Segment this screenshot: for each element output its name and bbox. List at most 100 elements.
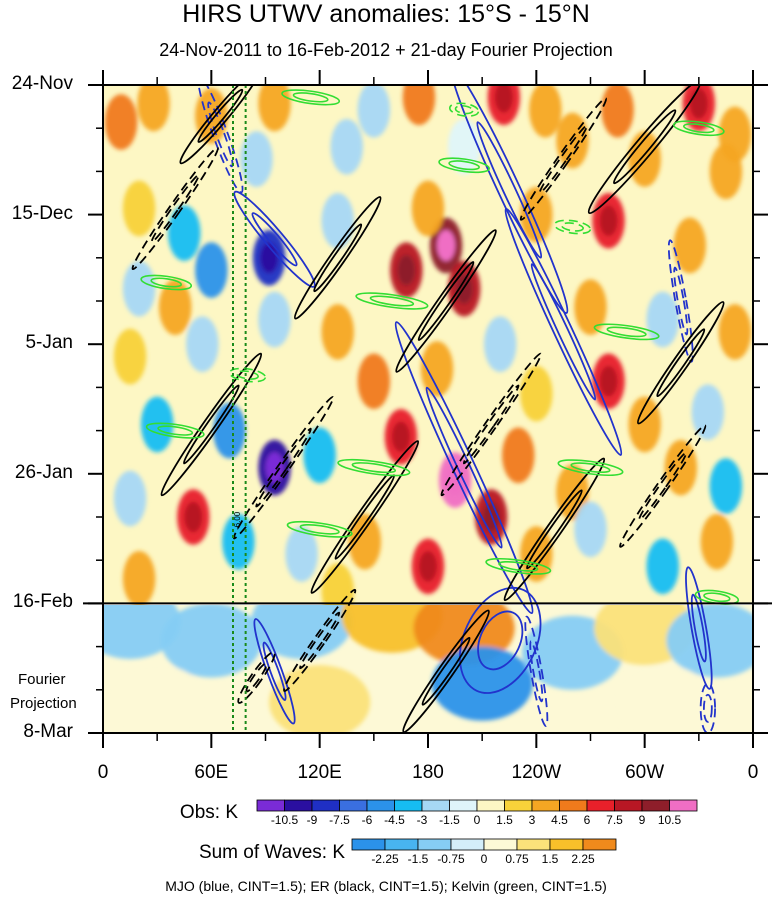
contour-value-tag: -6.00 xyxy=(233,511,242,530)
sum-colorbar-tick-label: -1.5 xyxy=(407,852,429,866)
er-contour xyxy=(402,609,490,733)
obs-colorbar-tick-label: -6 xyxy=(361,813,373,827)
obs-anomaly-patch xyxy=(258,85,291,132)
sum-colorbar-label: Sum of Waves: K xyxy=(198,842,345,863)
obs-colorbar-tick-label: -7.5 xyxy=(329,813,350,827)
kelvin-contour xyxy=(235,370,259,380)
obs-colorbar-tick-label: -1.5 xyxy=(439,813,460,827)
obs-colorbar-swatch xyxy=(449,799,478,812)
obs-anomaly-patch xyxy=(168,205,201,261)
obs-colorbar-tick-label: 9 xyxy=(638,813,646,827)
obs-colorbar-swatch xyxy=(669,799,698,812)
er-contour xyxy=(619,424,707,548)
obs-anomaly-patch xyxy=(113,328,147,385)
mjo-contour xyxy=(702,693,713,723)
er-contour xyxy=(421,636,471,706)
kelvin-contour xyxy=(145,422,205,439)
kelvin-contour xyxy=(299,523,340,535)
er-contour xyxy=(656,328,706,398)
sum-colorbar-tick-label: -0.75 xyxy=(437,852,465,866)
y-tick-label: 5-Jan xyxy=(25,332,73,354)
er-contour xyxy=(131,146,219,271)
obs-anomaly-patch xyxy=(483,316,517,372)
kelvin-contour xyxy=(683,123,715,134)
mjo-contour xyxy=(529,640,544,703)
projection-patch xyxy=(612,665,714,733)
obs-anomaly-patch xyxy=(285,526,318,582)
obs-anomaly-core xyxy=(265,452,284,483)
er-contour xyxy=(526,489,583,570)
obs-anomaly-patch xyxy=(700,513,734,570)
mjo-contour xyxy=(197,85,244,194)
kelvin-contour xyxy=(498,561,539,572)
obs-colorbar-swatch xyxy=(641,799,670,812)
obs-anomaly-patch xyxy=(709,143,743,200)
x-tick-label: 180 xyxy=(412,762,444,783)
sum-colorbar-tick-label: 1.5 xyxy=(541,852,559,866)
kelvin-contour xyxy=(448,102,480,117)
sum-colorbar-tick-label: 0.75 xyxy=(505,852,529,866)
er-contour xyxy=(293,196,382,320)
sum-colorbar-tick-label: -2.25 xyxy=(371,852,399,866)
mjo-contour xyxy=(685,566,713,690)
er-contour xyxy=(160,352,263,497)
kelvin-contour xyxy=(140,274,193,291)
chart-subtitle: 24-Nov-2011 to 16-Feb-2012 + 21-day Four… xyxy=(159,40,613,60)
kelvin-contour xyxy=(557,459,624,477)
wave-contours xyxy=(131,85,740,733)
obs-anomaly-patch xyxy=(137,85,170,132)
obs-colorbar-swatch xyxy=(531,799,560,812)
obs-colorbar-tick-label: 0 xyxy=(473,813,481,827)
er-contour xyxy=(150,174,200,243)
mjo-contour xyxy=(699,682,716,733)
er-contour xyxy=(612,109,677,185)
er-contour xyxy=(395,229,497,373)
obs-anomaly-patch xyxy=(574,501,607,558)
obs-colorbar-label: Obs: K xyxy=(179,802,238,823)
er-contour xyxy=(587,85,702,215)
er-contour xyxy=(539,124,588,194)
sum-colorbar-swatch xyxy=(582,838,617,851)
obs-anomaly-patch xyxy=(646,538,679,595)
mjo-contour xyxy=(477,610,524,671)
projection-field xyxy=(103,605,753,733)
er-contour xyxy=(310,440,420,594)
kelvin-contour xyxy=(369,295,415,307)
kelvin-contour xyxy=(157,425,194,436)
sum-colorbar-tick-label: 2.25 xyxy=(571,852,595,866)
kelvin-contour xyxy=(454,105,474,115)
er-contour xyxy=(299,611,341,670)
obs-colorbar-swatch xyxy=(476,799,505,812)
obs-anomaly-patch xyxy=(330,118,363,175)
mjo-contour xyxy=(450,85,569,314)
obs-anomaly-patch xyxy=(321,304,354,360)
kelvin-contour xyxy=(438,157,490,174)
mjo-contour xyxy=(459,586,542,694)
obs-anomaly-patch xyxy=(195,242,228,298)
obs-anomaly-patch xyxy=(411,180,445,237)
obs-anomaly-core xyxy=(599,365,618,397)
er-contour xyxy=(232,395,335,540)
er-contour xyxy=(182,384,240,465)
kelvin-contour xyxy=(606,326,647,338)
kelvin-contour xyxy=(560,222,584,232)
mjo-contour xyxy=(253,618,296,725)
obs-anomaly-patch xyxy=(402,85,436,126)
kelvin-contour xyxy=(553,219,592,235)
y-tick-label: 24-Nov xyxy=(11,73,73,94)
obs-anomaly-core xyxy=(419,551,437,582)
obs-anomaly-patch xyxy=(122,260,156,317)
obs-anomaly-patch xyxy=(240,131,273,187)
er-contour xyxy=(197,88,244,143)
mjo-contour xyxy=(476,121,543,259)
kelvin-contour xyxy=(485,557,552,575)
sum-colorbar-swatch xyxy=(549,838,584,851)
obs-anomaly-patch xyxy=(664,439,698,496)
kelvin-contour xyxy=(593,323,660,341)
obs-anomaly-patch xyxy=(140,396,174,453)
obs-anomaly-patch xyxy=(186,316,219,372)
projection-patch xyxy=(251,605,353,659)
obs-anomaly-patch xyxy=(529,85,562,138)
obs-colorbar-swatch xyxy=(284,799,313,812)
observation-field xyxy=(103,85,753,605)
